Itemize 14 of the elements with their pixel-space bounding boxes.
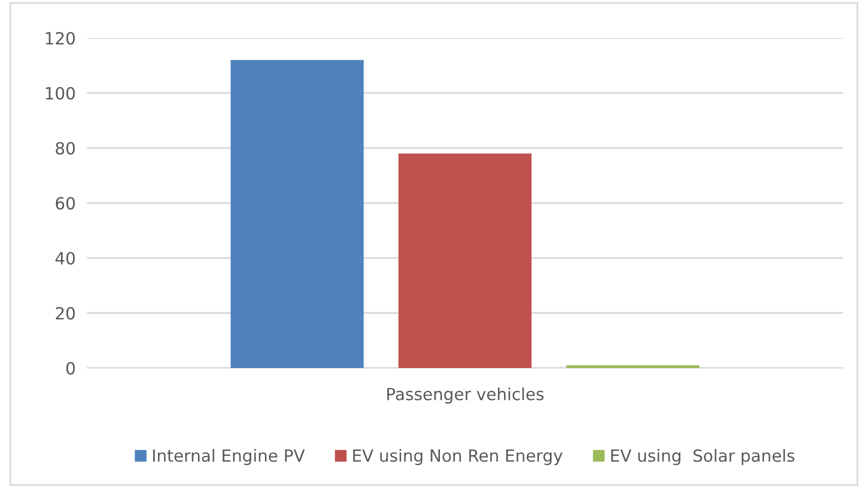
bar (230, 60, 364, 368)
legend-label: EV using Solar panels (611, 449, 794, 466)
y-tick-label: 40 (55, 252, 75, 265)
legend-label: Internal Engine PV (153, 449, 305, 466)
y-tick-label: 120 (46, 32, 75, 45)
bar (566, 365, 700, 368)
y-tick-label: 0 (66, 362, 75, 375)
y-tick-label: 60 (56, 196, 75, 210)
bar (398, 154, 532, 368)
y-tick-label: 20 (56, 306, 75, 320)
x-tick-label: Passenger vehicles (387, 387, 544, 404)
y-tick-label: 80 (56, 142, 75, 155)
y-tick-label: 100 (46, 86, 75, 100)
legend-label: EV using Non Ren Energy (353, 449, 562, 466)
